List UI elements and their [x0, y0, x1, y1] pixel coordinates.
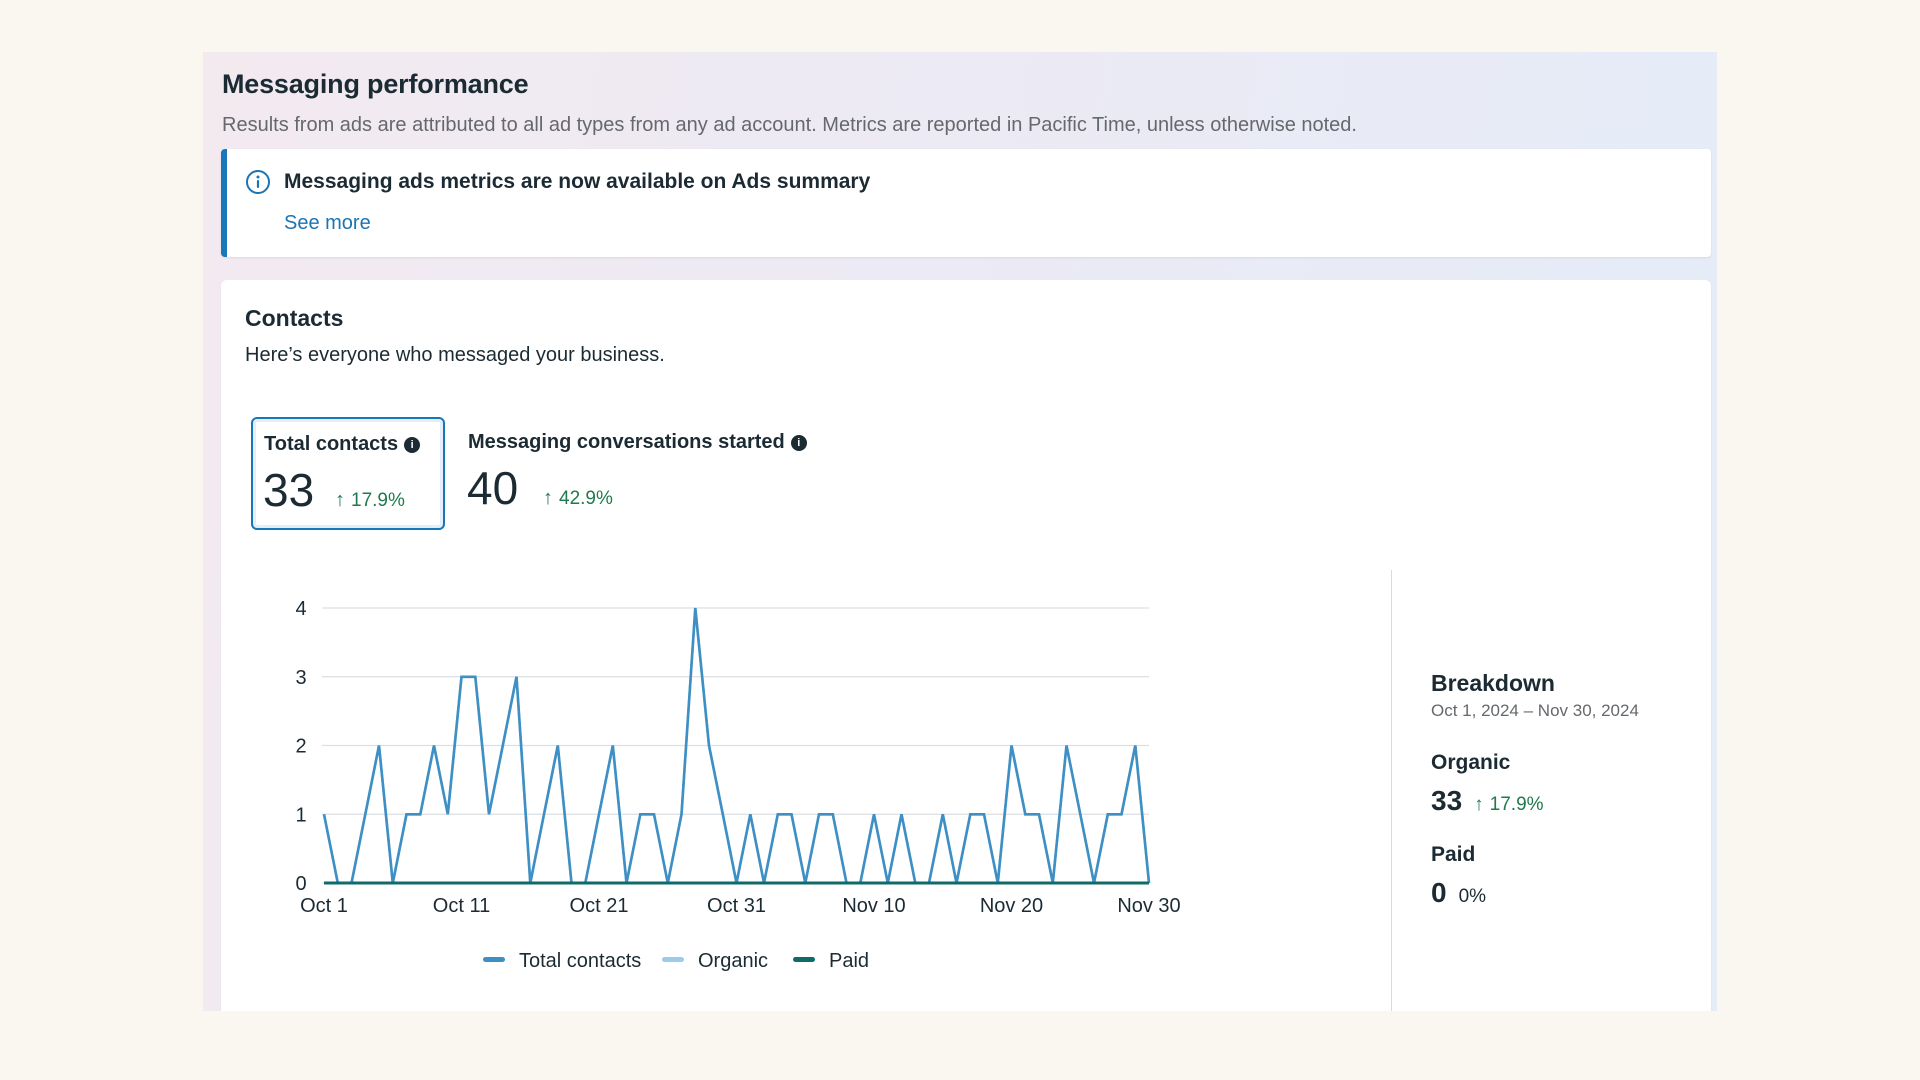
arrow-up-icon: ↑	[543, 487, 553, 509]
total-contacts-metric-tab[interactable]: Total contacts i 33 ↑ 17.9%	[251, 417, 445, 530]
see-more-link[interactable]: See more	[284, 212, 371, 234]
x-tick-label: Oct 31	[707, 895, 766, 917]
notice-title: Messaging ads metrics are now available …	[284, 170, 871, 193]
organic-delta-value: 17.9%	[1489, 794, 1544, 815]
arrow-up-icon: ↑	[335, 489, 345, 511]
paid-label: Paid	[1431, 843, 1476, 866]
legend-label: Paid	[829, 950, 869, 972]
contacts-subtitle: Here’s everyone who messaged your busine…	[245, 344, 665, 366]
paid-delta: 0%	[1458, 886, 1487, 907]
y-tick-label: 4	[295, 598, 306, 620]
organic-value: 33	[1431, 785, 1463, 816]
contacts-title: Contacts	[245, 305, 344, 331]
total-contacts-label: Total contacts	[264, 433, 399, 455]
x-tick-label: Oct 11	[433, 895, 490, 917]
chart-divider	[1391, 570, 1392, 1011]
contacts-card: Contacts Here’s everyone who messaged yo…	[221, 280, 1711, 1011]
x-tick-label: Nov 20	[980, 895, 1043, 917]
y-tick-label: 3	[295, 667, 306, 689]
y-tick-label: 1	[295, 804, 306, 826]
x-tick-label: Oct 1	[300, 895, 348, 917]
conversations-started-delta-value: 42.9%	[559, 488, 613, 509]
x-tick-label: Nov 10	[842, 895, 905, 917]
paid-value: 0	[1431, 877, 1447, 908]
conversations-started-metric-tab[interactable]: Messaging conversations started i 40 ↑ 42.…	[457, 417, 857, 530]
chart-series	[322, 607, 1151, 885]
page-subtitle: Results from ads are attributed to all a…	[222, 114, 1357, 136]
info-icon[interactable]: i	[404, 437, 421, 453]
contacts-line-chart: 0 1 2 3 4 Oct 1 Oct 11 Oct 21 Oct 31 Nov 10 Nov 2…	[295, 598, 1181, 972]
info-icon[interactable]: i	[790, 435, 807, 451]
breakdown-date-range: Oct 1, 2024 – Nov 30, 2024	[1431, 701, 1639, 720]
metric-label: Messaging conversations started i	[468, 431, 807, 454]
breakdown-panel: Breakdown Oct 1, 2024 – Nov 30, 2024 Org…	[1431, 670, 1691, 909]
panel-header: Messaging performance Results from ads a…	[222, 69, 1698, 137]
x-tick-label: Nov 30	[1117, 895, 1180, 917]
y-axis-ticks: 0 1 2 3 4	[295, 598, 306, 895]
organic-delta: ↑ 17.9%	[1474, 794, 1543, 815]
organic-row: 33 ↑ 17.9%	[1431, 785, 1691, 817]
conversations-started-label: Messaging conversations started	[468, 431, 785, 453]
organic-label: Organic	[1431, 751, 1511, 774]
legend-item-total-contacts[interactable]: Total contacts	[483, 950, 641, 972]
total-contacts-delta: ↑ 17.9%	[335, 489, 405, 512]
x-axis-ticks: Oct 1 Oct 11 Oct 21 Oct 31 Nov 10 Nov 20 Nov 3…	[300, 895, 1181, 917]
metric-label: Total contacts i	[264, 433, 421, 456]
ads-summary-notice: Messaging ads metrics are now available …	[221, 149, 1711, 257]
y-tick-label: 0	[295, 873, 306, 895]
y-tick-label: 2	[295, 736, 306, 758]
legend-swatch	[662, 957, 684, 962]
arrow-up-icon: ↑	[1474, 794, 1484, 815]
breakdown-title: Breakdown	[1431, 670, 1555, 696]
paid-row: 0 0%	[1431, 877, 1691, 909]
conversations-started-value: 40	[467, 462, 519, 514]
legend-item-organic[interactable]: Organic	[662, 950, 768, 972]
chart-grid	[322, 607, 1149, 884]
x-tick-label: Oct 21	[570, 895, 629, 917]
chart-legend[interactable]: Total contacts Organic Paid	[483, 950, 869, 972]
legend-swatch	[793, 957, 815, 962]
legend-label: Organic	[698, 950, 768, 972]
messaging-performance-panel: Messaging performance Results from ads a…	[203, 52, 1717, 1011]
info-circle-icon	[246, 170, 270, 194]
total-contacts-delta-value: 17.9%	[351, 490, 405, 511]
page-title: Messaging performance	[222, 69, 529, 99]
legend-swatch	[483, 957, 505, 962]
legend-item-paid[interactable]: Paid	[793, 950, 869, 972]
legend-label: Total contacts	[519, 950, 641, 972]
total-contacts-value: 33	[263, 464, 315, 516]
conversations-started-delta: ↑ 42.9%	[543, 487, 613, 510]
